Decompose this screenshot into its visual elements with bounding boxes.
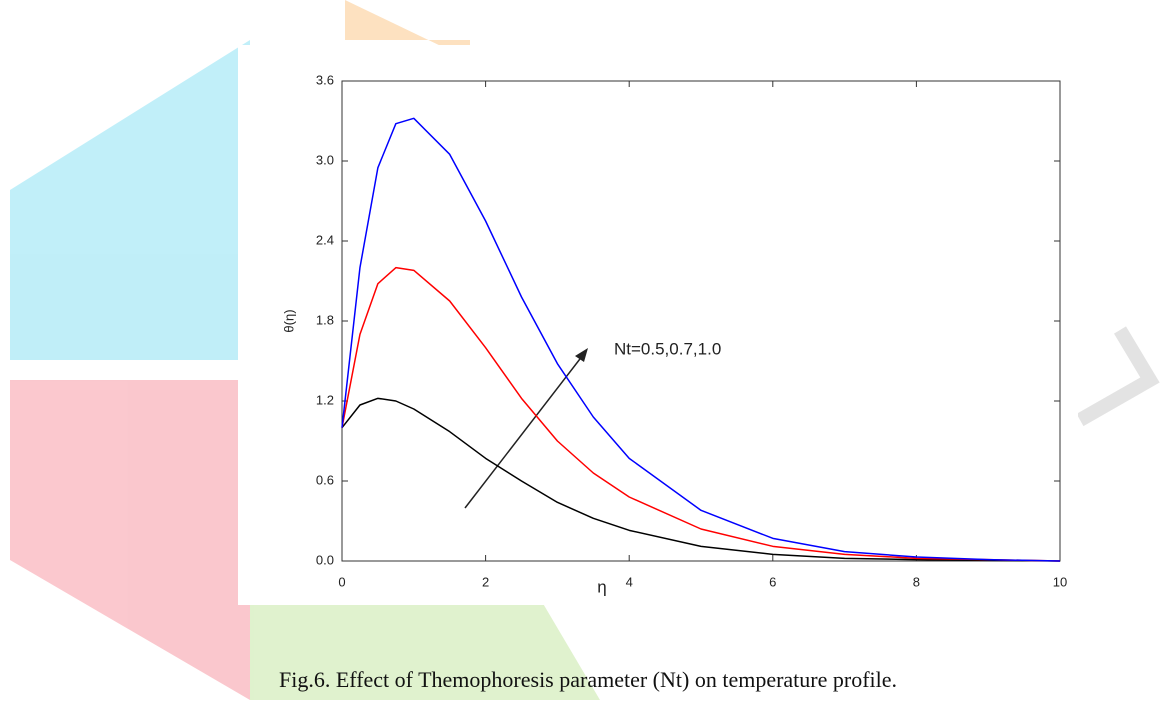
line-series <box>341 397 1061 562</box>
line-series <box>341 266 1061 562</box>
annotation-arrow <box>464 354 584 509</box>
y-tick-label: 3.6 <box>316 72 334 87</box>
annotation: Nt=0.5,0.7,1.0 <box>614 339 721 358</box>
x-tick-label: 0 <box>338 574 345 589</box>
watermark-gray <box>1076 326 1160 427</box>
x-tick-label: 10 <box>1053 574 1067 589</box>
arrow-head <box>575 348 588 362</box>
watermark-red <box>10 380 250 700</box>
x-tick-label: 4 <box>626 574 633 589</box>
x-tick-label: 6 <box>769 574 776 589</box>
y-tick-label: 1.2 <box>316 392 334 407</box>
line-series <box>341 117 1061 562</box>
x-axis-label: η <box>597 577 606 596</box>
y-axis-label: θ(η) <box>281 309 296 332</box>
y-tick-label: 3.0 <box>316 152 334 167</box>
y-tick-label: 0.0 <box>316 552 334 567</box>
watermark-cyan <box>10 40 250 360</box>
caption: Fig.6. Effect of Themophoresis parameter… <box>279 667 897 692</box>
x-tick-label: 8 <box>913 574 920 589</box>
y-tick-label: 2.4 <box>316 232 334 247</box>
plot-background <box>238 45 1078 605</box>
x-tick-label: 2 <box>482 574 489 589</box>
y-tick-label: 1.8 <box>316 312 334 327</box>
y-tick-label: 0.6 <box>316 472 334 487</box>
